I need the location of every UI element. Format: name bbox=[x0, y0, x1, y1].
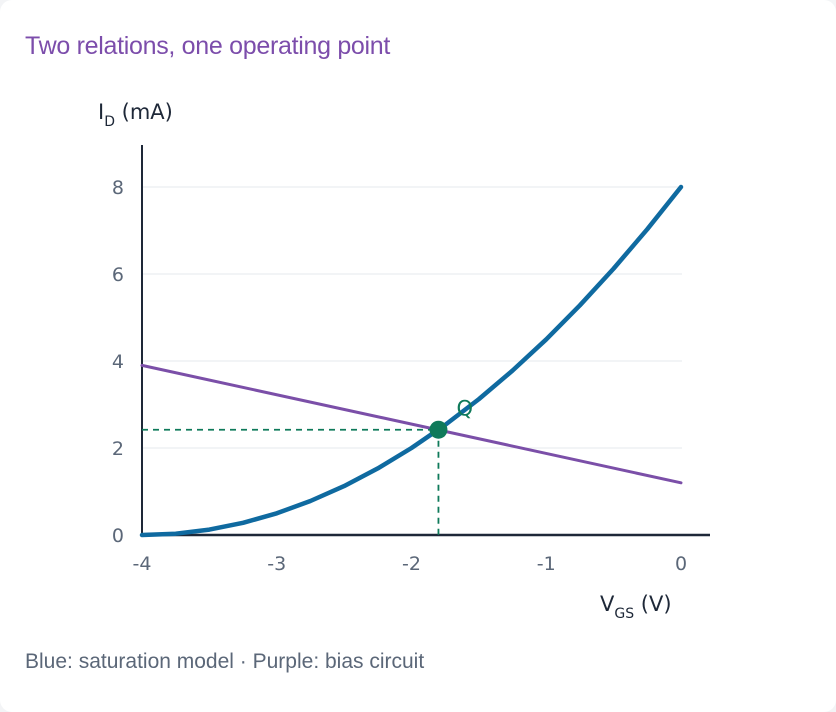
operating-point-label: Q bbox=[456, 397, 473, 421]
x-tick-label: -1 bbox=[537, 553, 556, 575]
y-tick-label: 8 bbox=[112, 177, 124, 199]
chart-title: Two relations, one operating point bbox=[25, 32, 391, 60]
x-tick-label: 0 bbox=[675, 553, 687, 575]
x-tick-label: -4 bbox=[133, 553, 152, 575]
y-tick-label: 6 bbox=[112, 264, 124, 286]
operating-point-marker bbox=[429, 420, 448, 439]
x-tick-label: -2 bbox=[402, 553, 421, 575]
x-tick-label: -3 bbox=[267, 553, 286, 575]
saturation-series-line bbox=[139, 184, 684, 538]
y-tick-label: 0 bbox=[112, 525, 124, 547]
y-tick-label: 4 bbox=[112, 351, 124, 373]
x-axis-label: VGS (V) bbox=[600, 592, 672, 622]
bias-series-line bbox=[140, 363, 683, 485]
chart-caption: Blue: saturation model · Purple: bias ci… bbox=[25, 650, 425, 673]
y-tick-label: 2 bbox=[112, 438, 124, 460]
y-axis-label: ID (mA) bbox=[98, 100, 173, 130]
